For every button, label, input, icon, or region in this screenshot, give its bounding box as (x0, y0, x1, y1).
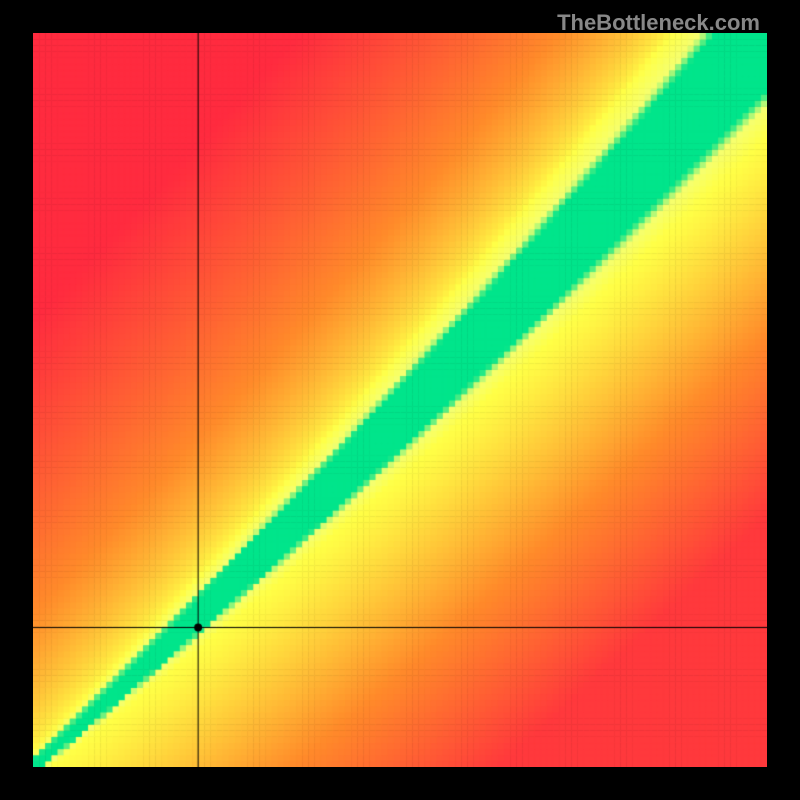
watermark-text: TheBottleneck.com (557, 10, 760, 36)
heatmap-plot (33, 33, 767, 767)
heatmap-canvas (33, 33, 767, 767)
chart-container: TheBottleneck.com (0, 0, 800, 800)
